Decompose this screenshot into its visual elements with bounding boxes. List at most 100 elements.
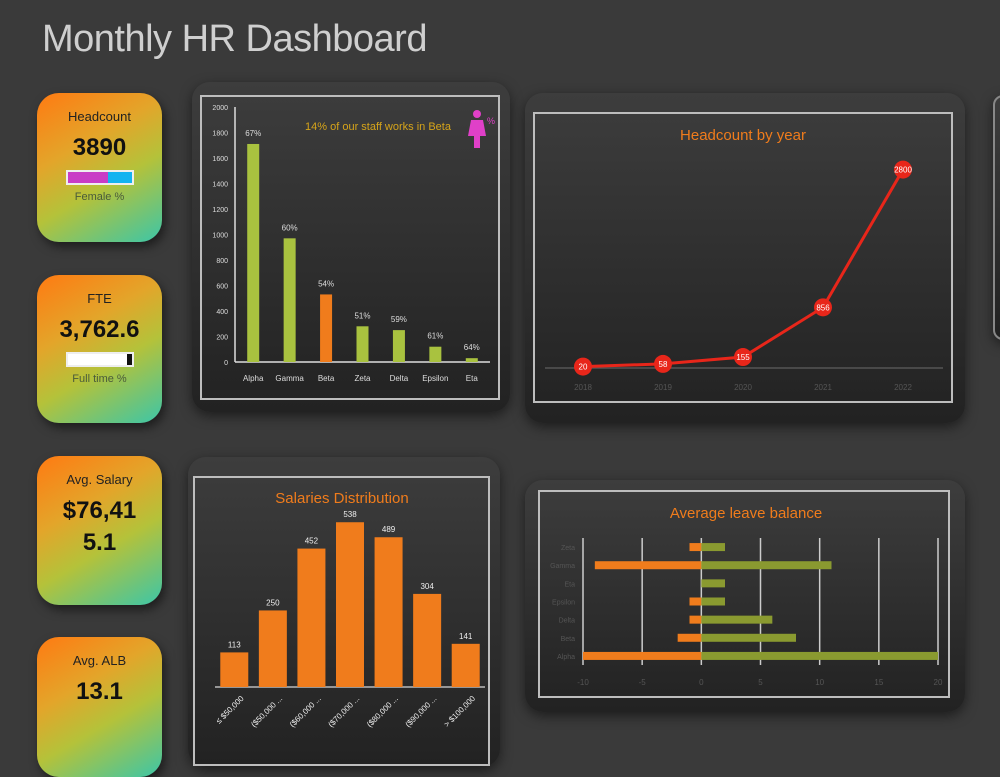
full-time-percent-bar (65, 352, 134, 368)
chart-title: Headcount by year (680, 127, 806, 144)
chart-title: 14% of our staff works in Beta (305, 121, 452, 133)
y-tick-label: 0 (224, 360, 228, 367)
female-percent-bar (65, 170, 134, 186)
chart-title: Average leave balance (670, 505, 822, 522)
x-tick-label: ($50,000 ... (249, 694, 284, 729)
kpi-value: 3890 (72, 134, 127, 161)
data-label: 64% (464, 343, 480, 352)
y-tick-label: 1000 (212, 233, 228, 240)
y-tick-label: Beta (561, 636, 576, 643)
chart-frame (533, 112, 953, 403)
data-label: 304 (420, 582, 434, 591)
x-tick-label: ≤ $50,000 (214, 694, 246, 726)
female-icon (473, 110, 481, 118)
data-point (894, 160, 912, 179)
x-tick-label: ($90,000 ... (404, 694, 439, 729)
data-label: 51% (354, 311, 370, 320)
x-tick-label: 5 (758, 678, 763, 687)
bar (374, 537, 403, 687)
bar-positive (701, 561, 832, 570)
data-label: 67% (245, 129, 261, 138)
icon-label: % (487, 116, 495, 126)
bar (283, 238, 296, 362)
kpi-avg-salary: Avg. Salary $76,41 5.1 (37, 456, 162, 605)
x-tick-label: > $100,000 (442, 694, 477, 729)
x-tick-label: Alpha (243, 374, 264, 383)
bar (429, 346, 442, 362)
x-tick-label: ($70,000 ... (326, 694, 361, 729)
x-tick-label: 0 (699, 678, 704, 687)
panel-department-chart (192, 82, 510, 412)
y-tick-label: 1400 (212, 182, 228, 189)
data-point (814, 298, 832, 317)
y-tick-label: Alpha (557, 654, 575, 661)
x-tick-label: 15 (874, 678, 883, 687)
x-tick-label: 20 (934, 678, 943, 687)
bar (465, 358, 478, 362)
bar (451, 643, 480, 687)
data-point (654, 354, 672, 373)
bar (392, 330, 405, 362)
x-tick-label: 2019 (654, 383, 672, 392)
chart-frame (538, 490, 950, 698)
y-tick-label: Eta (564, 581, 575, 588)
y-tick-label: 800 (216, 258, 228, 265)
bar-negative (583, 651, 702, 660)
x-tick-label: 2018 (574, 383, 592, 392)
bar-negative (677, 633, 702, 642)
bar (336, 522, 364, 687)
y-tick-label: Zeta (561, 545, 575, 552)
data-label: 141 (459, 632, 473, 641)
bar-positive (701, 633, 796, 642)
y-tick-label: 2000 (212, 105, 228, 112)
data-label: 20 (579, 363, 588, 372)
bar-positive (701, 615, 773, 624)
kpi-value: 3,762.6 (59, 316, 140, 343)
bar-positive (701, 579, 725, 588)
kpi-headcount: Headcount 3890 Female % (37, 93, 162, 242)
chart-frame (200, 95, 500, 400)
x-tick-label: ($80,000 ... (365, 694, 400, 729)
x-tick-label: Delta (390, 374, 409, 383)
y-tick-label: 600 (216, 284, 228, 291)
page-title: Monthly HR Dashboard (42, 18, 427, 60)
bar (320, 294, 333, 362)
y-tick-label: 200 (216, 335, 228, 342)
bar-negative (689, 615, 702, 624)
kpi-fte: FTE 3,762.6 Full time % (37, 275, 162, 423)
y-tick-label: 400 (216, 309, 228, 316)
y-tick-label: 1600 (212, 156, 228, 163)
bar (356, 326, 369, 362)
bar-positive (701, 651, 938, 660)
data-label: 452 (305, 537, 319, 546)
x-tick-label: Gamma (275, 374, 304, 383)
x-tick-label: Beta (318, 374, 335, 383)
data-label: 489 (382, 525, 396, 534)
y-tick-label: Epsilon (552, 600, 575, 607)
data-label: 60% (282, 223, 298, 232)
data-label: 59% (391, 315, 407, 324)
data-point (734, 348, 752, 367)
bar (247, 143, 260, 362)
data-label: 856 (816, 303, 830, 312)
x-tick-label: -5 (639, 678, 647, 687)
data-label: 113 (228, 640, 241, 649)
bar-positive (701, 597, 725, 606)
x-tick-label: -10 (577, 678, 589, 687)
bar-negative (594, 561, 702, 570)
kpi-label: Headcount (68, 109, 131, 124)
bar (297, 548, 326, 687)
data-label: 58 (659, 360, 668, 369)
kpi-label: FTE (87, 291, 112, 306)
data-label: 155 (736, 353, 750, 362)
x-tick-label: 2021 (814, 383, 832, 392)
series-line (582, 168, 905, 369)
bar-negative (689, 597, 702, 606)
data-label: 61% (427, 332, 443, 341)
bar-negative (689, 543, 702, 552)
kpi-sub: Full time % (72, 373, 127, 386)
data-label: 2800 (894, 166, 912, 175)
data-label: 250 (266, 598, 280, 607)
x-tick-label: Epsilon (422, 374, 448, 383)
bar-positive (701, 543, 725, 552)
